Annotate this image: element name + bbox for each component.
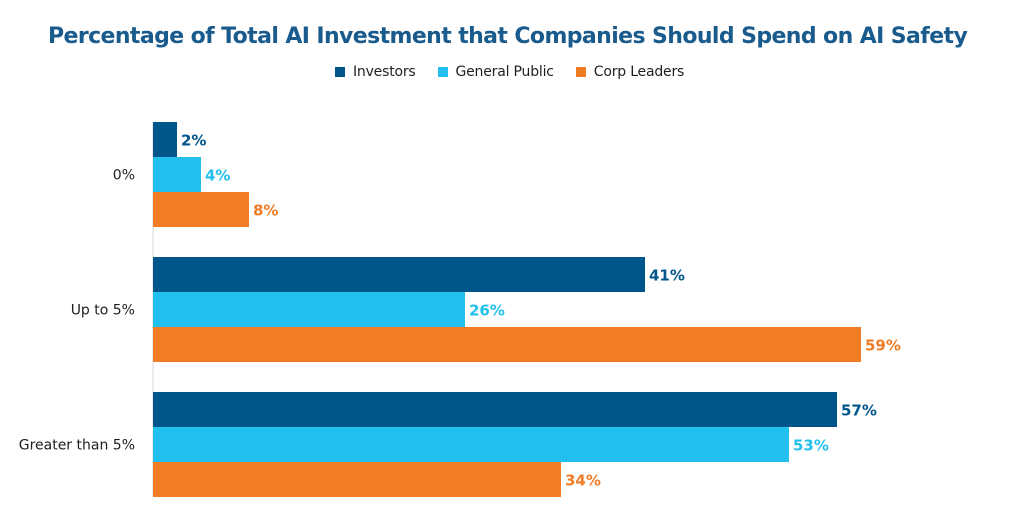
data-label-investors-up-to-5: 41% bbox=[649, 267, 685, 285]
category-label-0: 0% bbox=[113, 168, 135, 184]
legend-label-general-public: General Public bbox=[455, 64, 554, 80]
bar-general-public-0 bbox=[153, 157, 201, 192]
category-label-up-to-5: Up to 5% bbox=[71, 303, 135, 319]
category-label-greater-than-5: Greater than 5% bbox=[19, 438, 135, 454]
bar-corp-leaders-greater-than-5 bbox=[153, 462, 561, 497]
legend-label-corp-leaders: Corp Leaders bbox=[593, 64, 685, 80]
data-label-corp-leaders-0: 8% bbox=[253, 202, 278, 220]
legend-item-investors: Investors bbox=[335, 64, 416, 80]
data-label-general-public-up-to-5: 26% bbox=[469, 302, 505, 320]
bar-investors-greater-than-5 bbox=[153, 392, 837, 427]
bar-general-public-up-to-5 bbox=[153, 292, 465, 327]
legend-item-corp-leaders: Corp Leaders bbox=[575, 64, 685, 80]
data-label-corp-leaders-greater-than-5: 34% bbox=[565, 472, 601, 490]
legend-item-general-public: General Public bbox=[437, 64, 554, 80]
data-label-corp-leaders-up-to-5: 59% bbox=[865, 337, 901, 355]
legend-swatch-general-public bbox=[437, 67, 448, 77]
data-label-general-public-0: 4% bbox=[205, 167, 230, 185]
data-label-investors-greater-than-5: 57% bbox=[841, 402, 877, 420]
data-label-general-public-greater-than-5: 53% bbox=[793, 437, 829, 455]
legend-label-investors: Investors bbox=[353, 64, 416, 80]
legend: Investors General Public Corp Leaders bbox=[335, 64, 706, 80]
chart-title: Percentage of Total AI Investment that C… bbox=[48, 24, 968, 49]
data-label-investors-0: 2% bbox=[181, 132, 206, 150]
bar-corp-leaders-up-to-5 bbox=[153, 327, 861, 362]
legend-swatch-corp-leaders bbox=[575, 67, 586, 77]
bar-general-public-greater-than-5 bbox=[153, 427, 789, 462]
bar-investors-up-to-5 bbox=[153, 257, 645, 292]
bar-corp-leaders-0 bbox=[153, 192, 249, 227]
bar-investors-0 bbox=[153, 122, 177, 157]
legend-swatch-investors bbox=[335, 67, 345, 77]
